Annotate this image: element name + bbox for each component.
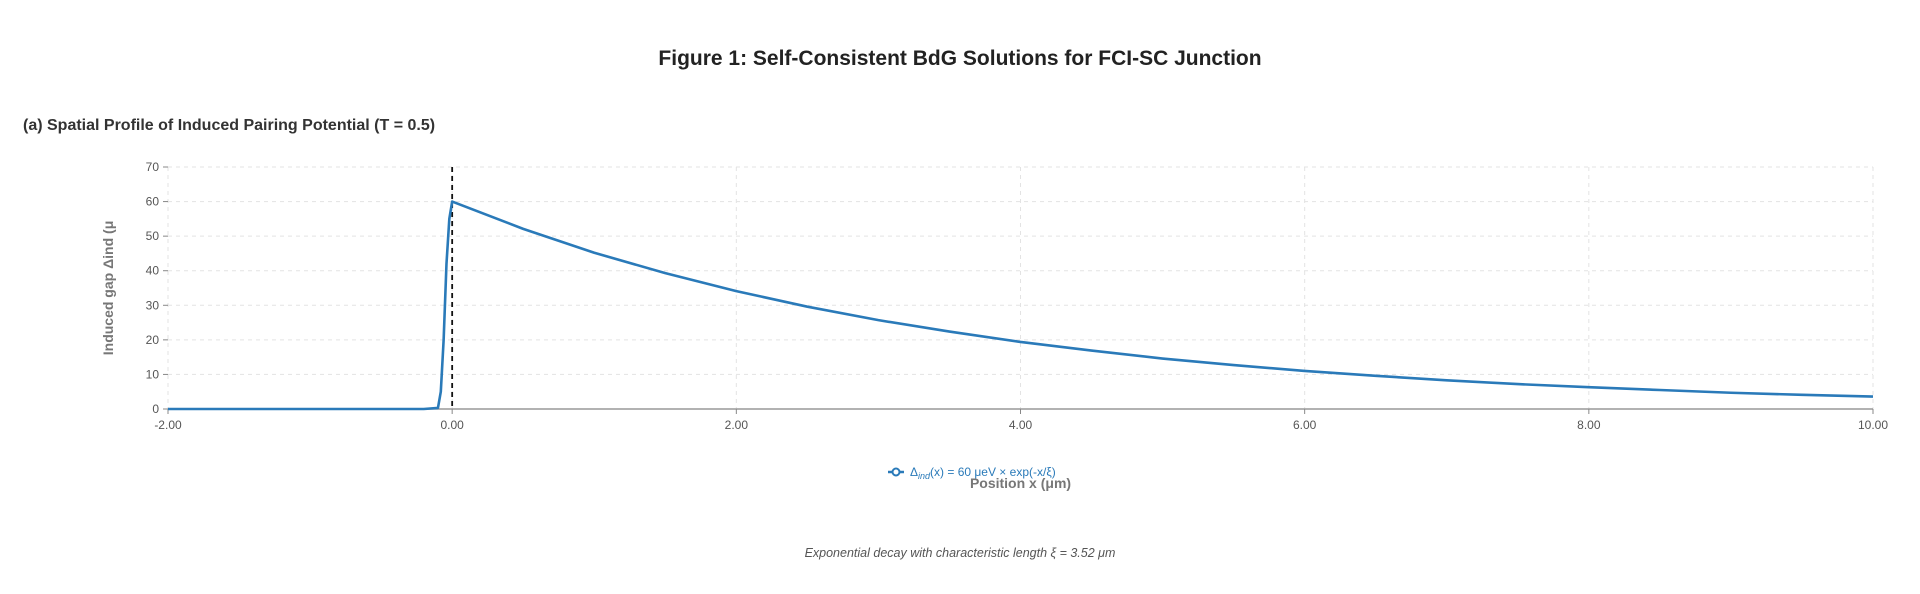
x-ticks: -2.00 0.00 2.00 4.00 6.00 8.00 10.00 (154, 409, 1888, 432)
y-tick-label: 20 (146, 333, 160, 347)
x-tick-label: 6.00 (1293, 418, 1317, 432)
legend[interactable]: Δind(x) = 60 μeV × exp(-x/ξ) (888, 465, 1056, 481)
y-tick-label: 40 (146, 264, 160, 278)
y-tick-label: 10 (146, 367, 160, 381)
legend-marker-icon (891, 467, 901, 477)
series-line (168, 200, 1874, 411)
x-tick-label: 0.00 (440, 418, 464, 432)
y-tick-label: 60 (146, 195, 160, 209)
legend-prefix: Δ (910, 465, 918, 479)
y-tick-label: 70 (146, 160, 160, 174)
figure-title: Figure 1: Self-Consistent BdG Solutions … (658, 47, 1262, 70)
x-axis-label: Position x (μm) (970, 475, 1071, 491)
x-tick-label: 2.00 (725, 418, 749, 432)
grid (167, 166, 1874, 409)
x-tick-label: 4.00 (1009, 418, 1033, 432)
figure-caption: Exponential decay with characteristic le… (804, 546, 1116, 560)
y-ticks: 0 10 20 30 40 50 60 70 (146, 160, 168, 416)
y-axis-label: Induced gap Δind (μ (100, 221, 116, 356)
legend-subscript: ind (918, 471, 931, 481)
x-tick-label: 10.00 (1858, 418, 1888, 432)
y-tick-label: 30 (146, 298, 160, 312)
legend-label: Δind(x) = 60 μeV × exp(-x/ξ) (910, 465, 1056, 481)
y-tick-label: 0 (152, 402, 159, 416)
x-tick-label: -2.00 (154, 418, 182, 432)
panel-title: (a) Spatial Profile of Induced Pairing P… (23, 117, 436, 134)
x-tick-label: 8.00 (1577, 418, 1601, 432)
legend-suffix: (x) = 60 μeV × exp(-x/ξ) (930, 465, 1056, 479)
y-tick-label: 50 (146, 229, 160, 243)
